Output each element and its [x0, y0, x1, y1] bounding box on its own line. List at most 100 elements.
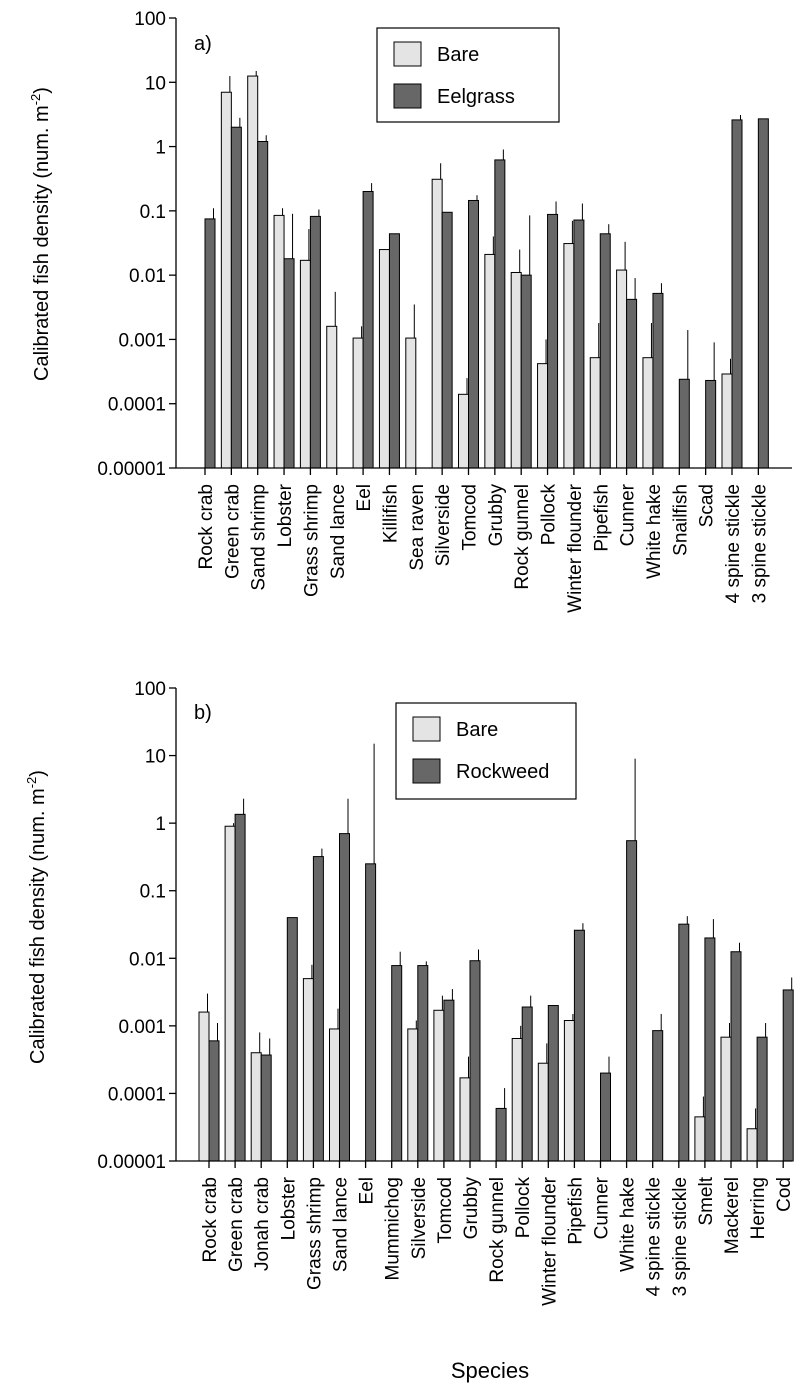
panel-b-y-tick-label: 0.1: [140, 882, 166, 903]
panel-a-category-label-white-hake: White hake: [644, 484, 665, 579]
panel-a-bar-eelgrass-lobster: [283, 258, 295, 469]
panel-b-bar-rockweed-rock-crab: [208, 1040, 220, 1162]
panel-b-y-tick-label: 0.001: [118, 1017, 166, 1038]
panel-b-bar-rockweed-pipefish: [573, 929, 585, 1162]
panel-b-category-label-jonah-crab: Jonah crab: [252, 1177, 273, 1271]
panel-b-bar-bare-winter-flounder: [537, 1062, 549, 1162]
panel-a-y-tick-label: 0.0001: [108, 395, 166, 416]
panel-b-y-tick-label: 10: [145, 747, 166, 768]
panel-b-category-label-mummichog: Mummichog: [383, 1177, 404, 1280]
panel-b-bar-bare-green-crab: [224, 825, 236, 1162]
panel-a-bar-eelgrass-cunner: [626, 298, 638, 469]
panel-a-bar-eelgrass-grubby: [494, 159, 506, 469]
panel-b-bar-rockweed-pollock: [521, 1006, 533, 1162]
panel-a-y-tick-label: 0.00001: [97, 459, 166, 480]
panel-a-bar-bare-cunner: [616, 269, 628, 469]
panel-b-bar-rockweed-lobster: [286, 917, 298, 1162]
panel-a-bar-eelgrass-tomcod: [468, 199, 479, 469]
panel-a-bar-bare-silverside: [431, 178, 443, 469]
panel-b-y-tick-label: 1: [155, 814, 166, 835]
panel-b-category-label-grass-shrimp: Grass shrimp: [304, 1177, 325, 1290]
panel-a-bar-bare-tomcod: [458, 393, 469, 469]
panel-b-bar-rockweed-cunner: [600, 1072, 611, 1162]
panel-a-bar-bare-pollock: [537, 363, 549, 469]
panel-b-bar-rockweed-grubby: [469, 960, 481, 1162]
panel-b-bar-bare-rock-crab: [198, 1011, 210, 1162]
panel-a-bar-eelgrass-3-spine-stickle: [757, 118, 769, 469]
panel-b-bar-bare-grubby: [459, 1077, 471, 1162]
panel-b-legend-label-bare: Bare: [456, 719, 498, 741]
panel-b-category-label-rock-crab: Rock crab: [200, 1177, 221, 1263]
panel-a-bar-eelgrass-sand-shrimp: [257, 140, 269, 469]
panel-a-y-tick-label: 0.01: [129, 266, 166, 287]
panel-a-y-tick-label: 100: [134, 9, 166, 30]
panel-b-bar-rockweed-silverside: [417, 965, 429, 1162]
panel-b-x-axis-label: Species: [451, 1358, 529, 1383]
panel-b-category-label-eel: Eel: [357, 1177, 378, 1204]
panel-a-y-tick-label: 10: [145, 73, 166, 94]
panel-b-category-label-winter-flounder: Winter flounder: [539, 1176, 560, 1306]
panel-a-category-label-pollock: Pollock: [539, 484, 560, 546]
panel-b-y-tick-label: 0.00001: [97, 1152, 166, 1173]
panel-b-category-label-mackerel: Mackerel: [722, 1177, 743, 1254]
panel-a-legend-swatch-bare: [393, 41, 422, 67]
panel-a-bar-bare-4-spine-stickle: [721, 373, 733, 469]
panel-b-bar-bare-silverside: [407, 1028, 419, 1162]
panel-a-category-label-silverside: Silverside: [433, 484, 454, 566]
panel-a-category-label-scad: Scad: [697, 484, 718, 527]
panel-b-category-label-3-spine-stickle: 3 spine stickle: [670, 1177, 691, 1296]
panel-b-category-label-4-spine-stickle: 4 spine stickle: [644, 1177, 665, 1296]
panel-a-category-label-3-spine-stickle: 3 spine stickle: [749, 484, 770, 603]
panel-b-bar-bare-jonah-crab: [250, 1052, 262, 1162]
panel-a-bar-bare-lobster: [273, 214, 285, 469]
panel-b-y-axis-label: Calibrated fish density (num. m-2): [24, 770, 49, 1064]
panel-a-bar-bare-grubby: [484, 253, 496, 469]
panel-b-category-label-grubby: Grubby: [461, 1177, 482, 1240]
panel-b-legend-swatch-bare: [412, 716, 441, 742]
panel-a-legend-label-eelgrass: Eelgrass: [437, 86, 515, 108]
panel-b-category-label-pollock: Pollock: [513, 1177, 534, 1239]
panel-b-bar-bare-herring: [746, 1128, 758, 1162]
panel-b-bar-bare-pipefish: [563, 1020, 575, 1162]
panel-b-bar-rockweed-eel: [365, 863, 377, 1162]
panel-a-bar-bare-grass-shrimp: [299, 259, 311, 469]
panel-a-bar-bare-sand-lance: [326, 325, 338, 469]
panel-a-bar-eelgrass-killifish: [388, 233, 400, 469]
panel-b-category-label-pipefish: Pipefish: [565, 1177, 586, 1245]
panel-a-bar-eelgrass-eel: [362, 191, 374, 469]
panel-a-legend-label-bare: Bare: [437, 44, 479, 66]
panel-a-bar-bare-pipefish: [589, 357, 601, 469]
panel-a-category-label-sea-raven: Sea raven: [407, 484, 428, 571]
panel-a-category-label-snailfish: Snailfish: [670, 484, 691, 556]
panel-b-category-label-cunner: Cunner: [592, 1176, 613, 1239]
panel-b-bar-rockweed-tomcod: [443, 999, 455, 1162]
panel-b-bar-rockweed-rock-gunnel: [495, 1107, 507, 1162]
panel-b-legend-swatch-rockweed: [412, 758, 441, 784]
panel-a-category-label-sand-shrimp: Sand shrimp: [249, 484, 270, 591]
panel-a-bar-eelgrass-white-hake: [652, 292, 664, 469]
panel-a-bar-eelgrass-silverside: [441, 211, 453, 469]
panel-b-y-tick-label: 100: [134, 679, 166, 700]
panel-a-category-label-tomcod: Tomcod: [460, 484, 481, 551]
panel-a-bar-bare-white-hake: [642, 357, 654, 469]
panel-b-category-label-sand-lance: Sand lance: [331, 1177, 352, 1272]
panel-b-bar-rockweed-jonah-crab: [260, 1054, 272, 1162]
panel-a-bar-eelgrass-snailfish: [678, 378, 690, 469]
panel-b-category-label-smelt: Smelt: [696, 1176, 717, 1225]
panel-b-bar-rockweed-white-hake: [626, 840, 638, 1162]
panel-a-y-tick-label: 1: [155, 138, 166, 159]
panel-a-chart: Calibrated fish density (num. m-2) 0.000…: [28, 9, 792, 613]
panel-a-y-tick-label: 0.1: [140, 202, 166, 223]
panel-b-bar-rockweed-green-crab: [234, 813, 246, 1162]
panel-a-category-label-lobster: Lobster: [275, 483, 296, 547]
panel-a-bar-bare-green-crab: [220, 91, 232, 469]
panel-b-bar-rockweed-cod: [782, 989, 794, 1162]
panel-b-bar-rockweed-mackerel: [730, 951, 742, 1162]
panel-a-panel-label: a): [194, 33, 212, 55]
panel-a-bar-eelgrass-rock-crab: [204, 218, 216, 469]
panel-b-category-label-white-hake: White hake: [618, 1177, 639, 1272]
panel-b-bar-bare-smelt: [694, 1116, 706, 1162]
panel-b-bar-bare-mackerel: [720, 1036, 732, 1162]
panel-a-bar-eelgrass-rock-gunnel: [520, 274, 532, 469]
panel-a-category-label-green-crab: Green crab: [222, 484, 243, 579]
